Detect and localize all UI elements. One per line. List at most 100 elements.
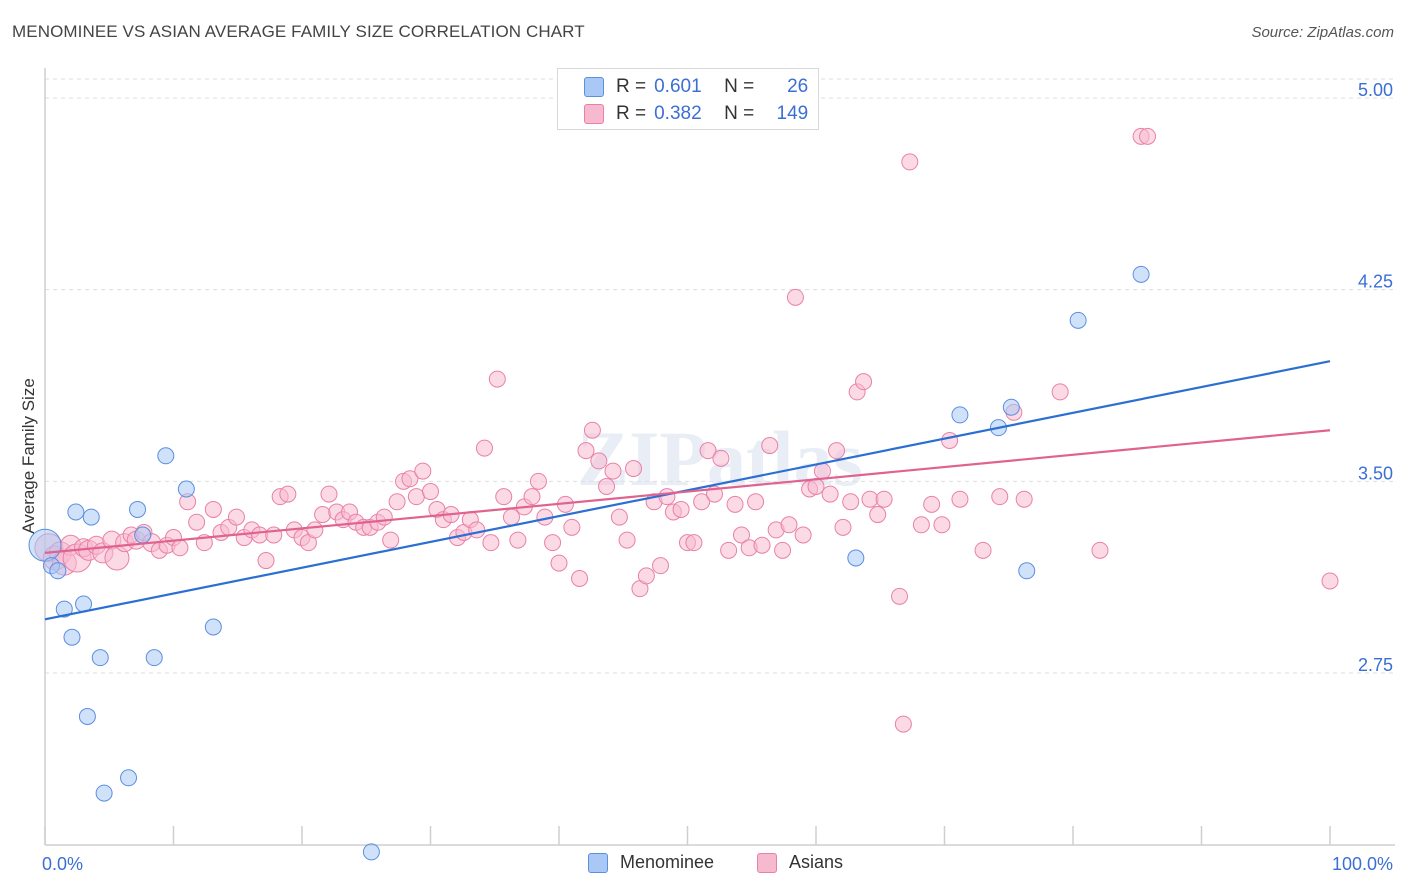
bottom-legend: Menominee Asians <box>0 852 1406 876</box>
asians-point <box>529 472 547 490</box>
menominee-point <box>55 600 73 618</box>
asians-point <box>544 534 562 552</box>
asians-point <box>861 490 879 508</box>
asians-point <box>610 508 628 526</box>
asians-point <box>495 488 513 506</box>
menominee-point <box>204 618 222 636</box>
menominee-swatch <box>584 77 604 97</box>
asians-point <box>753 536 771 554</box>
menominee-point <box>82 508 100 526</box>
menominee-point <box>95 784 113 802</box>
asians-point <box>774 541 792 559</box>
asians-swatch <box>584 104 604 124</box>
asians-point <box>1051 383 1069 401</box>
legend-label: Menominee <box>620 852 715 872</box>
asians-point <box>488 370 506 388</box>
asians-point <box>951 490 969 508</box>
asians-point <box>786 288 804 306</box>
y-tick-label: 3.50 <box>1358 463 1393 483</box>
asians-point <box>834 518 852 536</box>
r-label: R = <box>616 103 647 124</box>
menominee-point <box>1069 311 1087 329</box>
asians-point <box>577 442 595 460</box>
menominee-point <box>1132 265 1150 283</box>
n-value: 26 <box>787 76 809 97</box>
asians-point <box>598 477 616 495</box>
chart-title: MENOMINEE VS ASIAN AVERAGE FAMILY SIZE C… <box>12 22 585 41</box>
menominee-point <box>129 500 147 518</box>
asians-point <box>658 488 676 506</box>
asians-point <box>941 431 959 449</box>
legend-item-menominee[interactable]: Menominee <box>588 852 714 873</box>
menominee-point <box>134 526 152 544</box>
asians-point <box>590 452 608 470</box>
asians-point <box>912 516 930 534</box>
asians-point <box>204 500 222 518</box>
y-axis-title: Average Family Size <box>19 378 38 534</box>
asians-point <box>1321 572 1339 590</box>
asians-point <box>422 483 439 501</box>
asians-point <box>991 488 1009 506</box>
asians-point <box>257 552 275 570</box>
menominee-point <box>847 549 865 567</box>
asians-point <box>227 508 245 526</box>
asians-point <box>1091 541 1109 559</box>
asians-point <box>869 506 887 524</box>
legend-item-asians[interactable]: Asians <box>757 852 843 873</box>
asians-point <box>468 521 486 539</box>
n-value: 149 <box>776 103 809 124</box>
asians-point <box>933 516 951 534</box>
legend-label: Asians <box>789 852 844 872</box>
stats-row-menominee: R = 0.601 N = 26 <box>584 74 808 100</box>
y-tick-label: 5.00 <box>1358 80 1393 100</box>
asians-point <box>571 569 589 587</box>
asians-point <box>732 526 750 544</box>
r-label: R = <box>616 76 647 97</box>
x-tick-label: 100.0% <box>1332 854 1393 874</box>
asians-swatch <box>757 852 777 873</box>
asians-point <box>821 485 839 503</box>
asians-point <box>720 541 738 559</box>
menominee-point <box>177 480 195 498</box>
n-label: N = <box>724 76 755 97</box>
stats-row-asians: R = 0.382 N = 149 <box>584 101 808 127</box>
y-tick-label: 4.25 <box>1358 272 1393 292</box>
asians-point <box>401 470 419 488</box>
asians-point <box>693 493 711 511</box>
asians-point <box>625 460 643 478</box>
asians-point <box>712 449 730 467</box>
asians-point <box>314 506 332 524</box>
asians-point <box>855 373 873 391</box>
asians-point <box>509 531 527 549</box>
asians-point <box>523 488 541 506</box>
menominee-point <box>1018 562 1036 580</box>
asians-point <box>251 526 269 544</box>
asians-point <box>813 462 831 480</box>
menominee-swatch <box>588 852 608 873</box>
gridlines <box>45 78 1395 674</box>
asians-point <box>320 485 338 503</box>
asians-point <box>780 516 798 534</box>
x-tick-label: 0.0% <box>42 854 83 874</box>
source-label: Source: ZipAtlas.com <box>1251 24 1394 41</box>
asians-point <box>482 534 500 552</box>
asians-point <box>699 442 717 460</box>
menominee-point <box>78 707 96 725</box>
menominee-point <box>1002 398 1020 416</box>
menominee-point <box>157 447 175 465</box>
asians-point <box>279 485 297 503</box>
asians-point <box>923 495 941 513</box>
asians-point <box>685 534 703 552</box>
asians-point <box>974 541 992 559</box>
axes <box>44 68 1395 846</box>
asians-point <box>407 488 425 506</box>
asians-point <box>652 557 670 575</box>
menominee-point <box>145 649 163 667</box>
asians-point <box>618 531 636 549</box>
asians-point <box>747 493 765 511</box>
asians-point <box>388 493 406 511</box>
asians-point <box>1015 490 1033 508</box>
asians-point <box>563 518 581 536</box>
asians-point <box>637 567 655 585</box>
